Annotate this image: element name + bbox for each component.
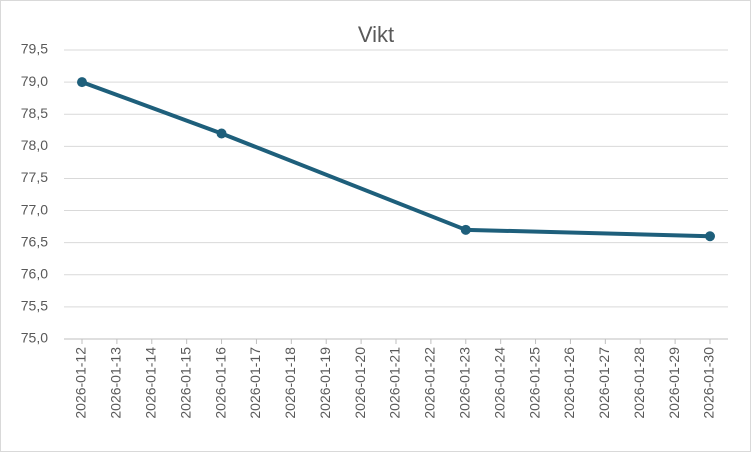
x-tick-label: 2026-01-19: [317, 347, 333, 419]
x-tick-label: 2026-01-24: [491, 347, 507, 419]
y-tick-label: 77,5: [21, 169, 48, 185]
x-tick-label: 2026-01-12: [73, 347, 89, 419]
x-tick-label: 2026-01-13: [108, 347, 124, 419]
marker: [460, 224, 471, 235]
x-tick-label: 2026-01-14: [142, 347, 158, 419]
chart-title: Vikt: [358, 22, 394, 47]
x-tick-label: 2026-01-27: [596, 347, 612, 419]
y-tick-label: 75,5: [21, 298, 48, 314]
x-tick-label: 2026-01-23: [456, 347, 472, 419]
x-tick-label: 2026-01-30: [701, 347, 717, 419]
marker: [77, 77, 87, 88]
x-tick-label: 2026-01-22: [422, 347, 438, 419]
line: [81, 80, 711, 239]
x-tick-label: 2026-01-29: [666, 347, 682, 419]
y-tick-label: 78,5: [21, 105, 48, 121]
marker: [705, 231, 715, 242]
y-tick-label: 77,0: [21, 201, 48, 217]
x-tick-label: 2026-01-17: [247, 347, 263, 419]
y-tick-label: 75,0: [21, 330, 48, 346]
x-tick-label: 2026-01-20: [352, 347, 368, 419]
y-tick-label: 76,5: [21, 233, 48, 249]
x-tick-label: 2026-01-26: [561, 347, 577, 419]
marker: [216, 128, 227, 139]
x-tick-label: 2026-01-21: [387, 347, 403, 419]
x-tick-label: 2026-01-28: [631, 347, 647, 419]
x-tick-label: 2026-01-15: [177, 347, 193, 419]
x-tick-label: 2026-01-16: [212, 347, 228, 419]
x-tick-label: 2026-01-25: [526, 347, 542, 419]
y-tick-label: 78,0: [21, 137, 48, 153]
y-tick-label: 79,5: [21, 41, 48, 57]
y-tick-label: 76,0: [21, 265, 48, 281]
y-tick-label: 79,0: [21, 73, 48, 89]
x-tick-label: 2026-01-18: [282, 347, 298, 419]
